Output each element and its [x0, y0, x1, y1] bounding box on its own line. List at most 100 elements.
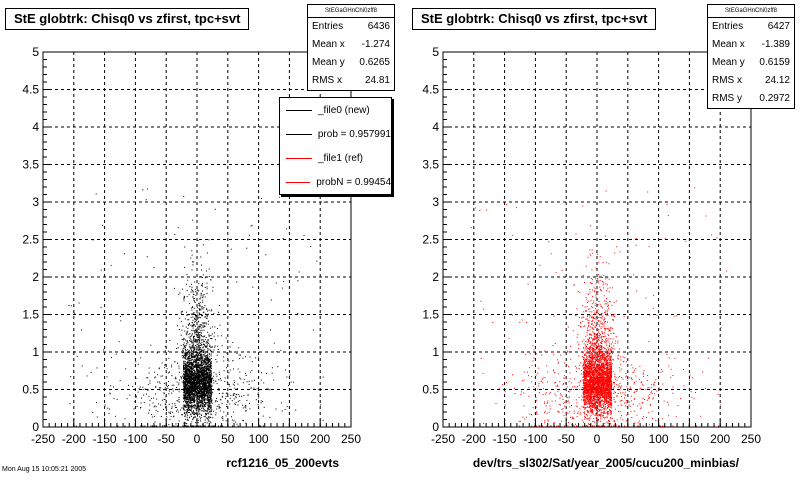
- data-point: [205, 359, 206, 360]
- data-point: [208, 385, 210, 387]
- data-point: [203, 323, 205, 325]
- data-point: [203, 399, 205, 401]
- data-point: [190, 359, 192, 361]
- data-point: [187, 370, 189, 372]
- data-point: [194, 386, 196, 388]
- data-point: [191, 370, 193, 372]
- data-point: [185, 402, 187, 404]
- data-point: [598, 409, 600, 410]
- data-point: [205, 346, 207, 348]
- data-point: [194, 365, 196, 367]
- legend-entry: _file0 (new): [280, 98, 391, 122]
- data-point: [184, 376, 186, 378]
- data-point: [598, 383, 600, 385]
- data-point: [147, 384, 149, 386]
- data-point: [210, 388, 212, 390]
- x-axis-title: rcf1216_05_200evts: [226, 456, 339, 470]
- data-point: [200, 294, 202, 296]
- data-point: [196, 388, 198, 390]
- data-point: [200, 296, 202, 298]
- data-point: [591, 359, 593, 361]
- y-tick-label: 1: [32, 345, 39, 359]
- data-point: [167, 350, 169, 352]
- data-point: [186, 425, 188, 427]
- data-point: [207, 388, 209, 390]
- data-point: [197, 401, 199, 403]
- data-point: [241, 395, 243, 397]
- data-point: [206, 360, 208, 362]
- data-point: [208, 399, 210, 401]
- data-point: [589, 396, 590, 397]
- data-point: [183, 369, 185, 371]
- data-point: [191, 403, 193, 405]
- data-point: [192, 291, 194, 293]
- data-point: [204, 325, 206, 327]
- data-point: [606, 367, 607, 369]
- data-point: [202, 399, 204, 401]
- data-point: [194, 288, 196, 290]
- data-point: [187, 366, 189, 368]
- data-point: [182, 414, 184, 416]
- y-tick-label: 4.5: [22, 83, 39, 97]
- data-point: [195, 320, 197, 322]
- data-point: [158, 381, 160, 383]
- data-point: [206, 389, 208, 391]
- data-point: [151, 413, 153, 415]
- data-point: [188, 393, 190, 394]
- data-point: [204, 296, 206, 298]
- data-point: [193, 374, 195, 376]
- data-point: [225, 420, 227, 422]
- data-point: [208, 397, 210, 399]
- data-point: [199, 396, 201, 398]
- data-point: [322, 376, 324, 378]
- data-point: [584, 384, 586, 386]
- data-point: [207, 398, 209, 400]
- data-point: [197, 396, 199, 398]
- data-point: [198, 290, 200, 292]
- data-point: [201, 306, 203, 308]
- data-point: [189, 402, 191, 404]
- data-point: [198, 334, 200, 336]
- data-point: [290, 381, 292, 383]
- data-point: [590, 375, 592, 377]
- data-point: [195, 363, 197, 365]
- data-point: [196, 396, 198, 398]
- data-point: [226, 381, 228, 383]
- data-point: [184, 383, 186, 384]
- data-point: [275, 408, 277, 410]
- data-point: [203, 361, 205, 363]
- data-point: [233, 393, 235, 395]
- data-point: [192, 368, 194, 370]
- data-point: [204, 313, 206, 315]
- data-point: [189, 362, 191, 364]
- data-point: [203, 391, 205, 393]
- data-point: [194, 358, 196, 360]
- data-point: [193, 324, 194, 326]
- data-point: [200, 378, 202, 380]
- data-point: [187, 368, 189, 370]
- data-point: [200, 347, 201, 349]
- data-point: [211, 409, 213, 411]
- data-point: [189, 373, 191, 375]
- data-point: [183, 384, 185, 385]
- data-point: [207, 315, 208, 317]
- data-point: [188, 394, 190, 396]
- data-point: [198, 425, 200, 427]
- data-point: [184, 346, 186, 348]
- data-point: [164, 425, 166, 427]
- data-point: [189, 391, 191, 393]
- data-point: [211, 410, 212, 412]
- data-point: [213, 410, 215, 412]
- data-point: [204, 390, 206, 392]
- data-point: [177, 362, 179, 364]
- data-point: [207, 354, 209, 356]
- data-point: [201, 355, 203, 357]
- data-point: [183, 354, 185, 356]
- data-point: [135, 397, 137, 398]
- data-point: [186, 289, 188, 291]
- data-point: [199, 352, 200, 354]
- data-point: [607, 397, 608, 399]
- data-point: [159, 387, 160, 389]
- data-point: [199, 349, 201, 351]
- data-point: [104, 280, 106, 282]
